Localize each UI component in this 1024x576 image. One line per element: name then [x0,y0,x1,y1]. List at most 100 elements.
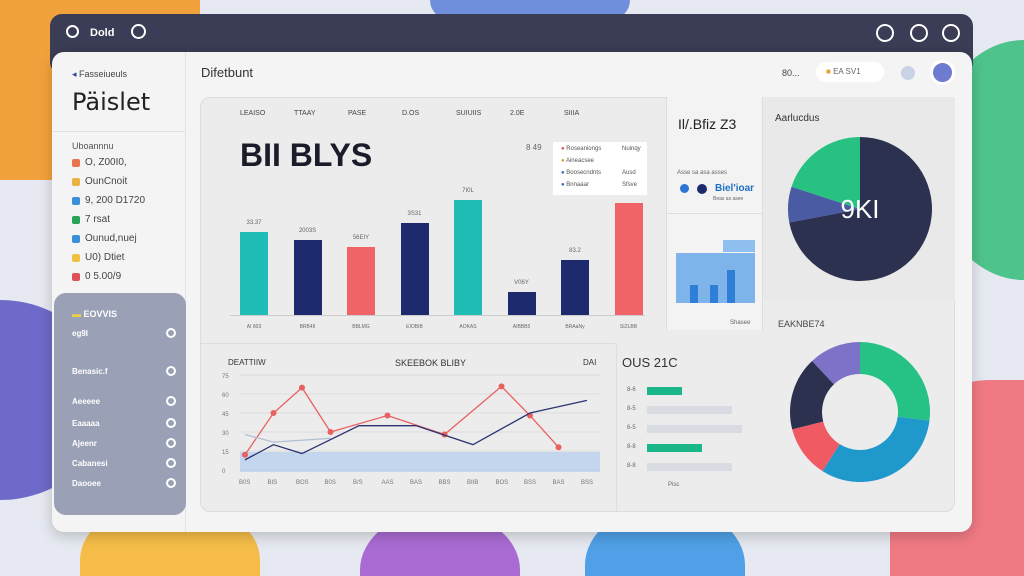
pie-slice[interactable] [822,416,930,482]
bar[interactable] [614,203,643,315]
legend-value: Sfsve [622,182,638,188]
card-row-icon[interactable] [166,458,176,468]
x-tick-label: BOS [496,480,509,486]
card-row[interactable]: Daooee [72,479,101,488]
minimize-icon[interactable] [910,24,928,42]
card-row-icon[interactable] [166,478,176,488]
hbar-panel [616,345,763,512]
sidebar-item-icon [72,253,80,262]
sidebar-item[interactable]: Ounud,nuej [72,233,137,244]
hbar[interactable] [647,425,742,433]
card-row[interactable]: Eaaaaa [72,419,100,428]
bar[interactable] [507,292,536,315]
hbar[interactable] [647,463,732,471]
line-left-label: DEATTIIW [228,358,266,367]
sidebar-item[interactable]: U0) Dtiet [72,252,124,263]
card-row[interactable]: Aeeeee [72,397,101,406]
data-point[interactable] [384,412,391,419]
legend-value: Ausd [622,170,636,176]
legend-value: Nuinqy [622,146,641,152]
bar[interactable] [240,232,268,315]
sidebar-item[interactable]: 9, 200 D1720 [72,195,145,206]
hbar-footer[interactable]: Pisc [668,482,680,488]
bar[interactable] [561,260,589,315]
mini-link-sub: Beas as asee [713,196,744,202]
chart-tab[interactable]: LEAISO [240,110,266,117]
mini-chart-bar [690,285,698,303]
pie-slice[interactable] [792,421,840,472]
bar[interactable] [454,200,482,315]
chart-tab[interactable]: 2.0E [510,110,525,117]
pie-slice[interactable] [790,360,834,430]
pie-slice[interactable] [788,186,860,223]
card-row[interactable]: eg9I [72,329,89,338]
x-tick-label: BSS [581,480,593,486]
filter-pill[interactable]: ■ EA SV1 [816,62,884,82]
sidebar-subtitle[interactable]: ◂ Fasseiueuls [72,69,127,80]
legend-dot-icon: ● [561,182,567,188]
pie-slice[interactable] [789,137,932,281]
card-row[interactable]: Ajeenr [72,439,97,448]
data-point[interactable] [299,384,305,391]
chart-tab[interactable]: PASE [348,110,367,117]
card-row-icon[interactable] [166,328,176,338]
bar[interactable] [400,223,429,315]
chart-tab[interactable]: SUIUIIS [456,110,482,117]
data-point[interactable] [242,451,248,458]
hbar-label: 8-6 [627,387,636,393]
mini-link[interactable]: Biel'ioar [715,183,755,194]
line-series [244,433,331,443]
bar-tick-label: EIOBIB [406,324,423,330]
hbar[interactable] [647,444,702,452]
hbar-label: 8-8 [627,444,636,450]
page-title: Difetbunt [201,65,254,80]
data-point[interactable] [555,444,562,451]
sidebar-item[interactable]: 0 5.00/9 [72,271,121,282]
card-row-icon[interactable] [166,418,176,428]
pie-slice[interactable] [812,342,860,385]
hbar[interactable] [647,406,732,414]
card-row-icon[interactable] [166,396,176,406]
sidebar-item[interactable]: 7 rsat [72,214,110,225]
sidebar-item[interactable]: O, Z00I0, [72,157,127,168]
notification-icon[interactable] [901,66,915,80]
close-icon[interactable] [942,24,960,42]
hbar[interactable] [647,387,682,395]
card-row-icon[interactable] [166,366,176,376]
x-tick-label: BAS [553,480,565,486]
status-text: 80... [782,68,800,78]
chart-tab[interactable]: SIIIA [564,110,580,117]
chart-tab[interactable]: D.OS [402,110,420,117]
pie-slice[interactable] [860,342,930,421]
pie-slice[interactable] [791,137,860,209]
bar-tick-label: SIZLBB [619,324,638,330]
legend-dot-icon: ● [561,146,567,152]
chevron-up-icon[interactable] [876,24,894,42]
data-point[interactable] [498,383,505,390]
card-row-icon[interactable] [166,438,176,448]
bar-tick-label: AIBBB5 [512,324,531,330]
avatar[interactable] [930,60,955,85]
sidebar-item-label: O, Z00I0, [85,157,127,168]
data-point[interactable] [327,429,334,435]
chart-tab[interactable]: TTAAY [294,110,316,117]
sidebar [52,52,186,532]
y-tick-label: 75 [222,374,229,380]
sidebar-item[interactable]: OunCnoit [72,176,127,187]
mini-sub: Asse sa asa asses [677,170,728,176]
info-icon [680,184,689,193]
line-right-label: DAI [583,358,597,367]
x-axis [230,315,645,316]
data-point[interactable] [270,410,277,416]
bar[interactable] [347,247,375,315]
bar[interactable] [293,240,322,315]
legend-item: ● Roseaniongs [561,146,601,152]
x-tick-label: BAS [410,480,422,486]
bar-data-label: 3S31 [407,211,422,217]
sidebar-item-label: 7 rsat [85,214,111,225]
x-tick-label: BSS [524,480,536,486]
card-row[interactable]: Cabanesi [72,459,108,468]
refresh-icon[interactable] [131,24,146,39]
card-row[interactable]: Benasic.f [72,367,108,376]
bar-tick-label: AOKAS [459,324,477,330]
